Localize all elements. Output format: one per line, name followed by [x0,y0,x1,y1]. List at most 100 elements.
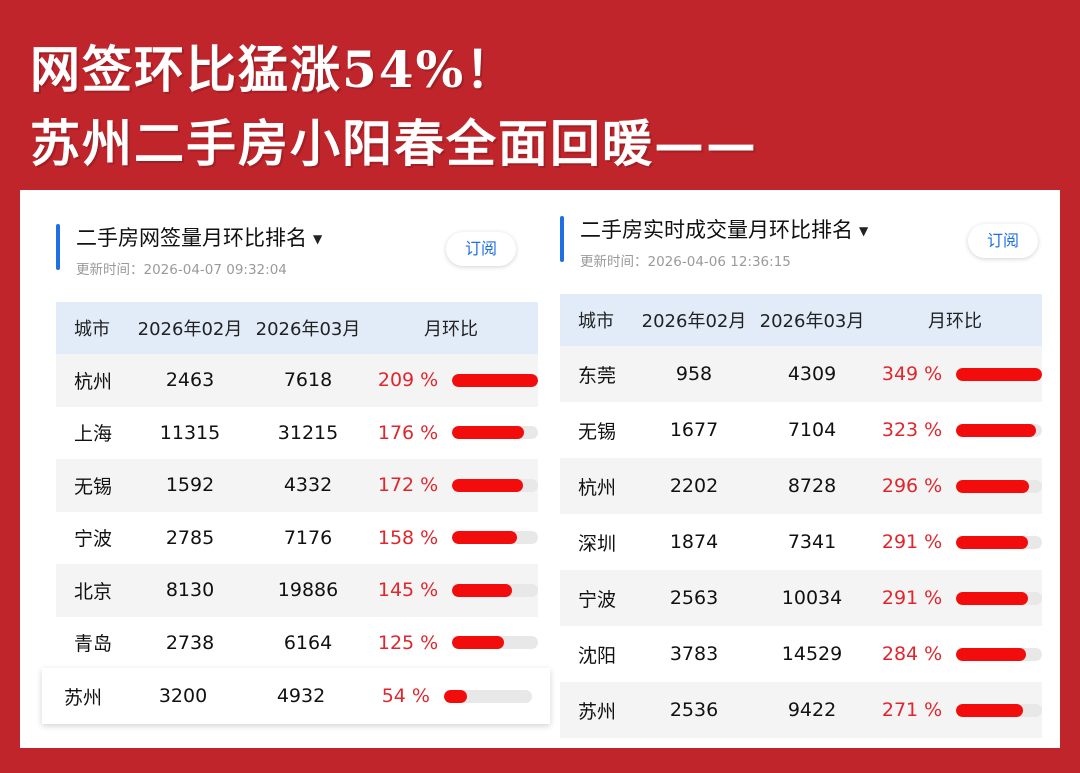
mar-cell: 7176 [283,526,333,549]
ratio-bar-fill [452,583,512,597]
ratio-cell: 158 % [370,527,538,549]
panel-title-dropdown[interactable]: 二手房网签量月环比排名 ▼ [76,222,322,252]
ratio-cell: 349 % [874,363,1042,385]
ratio-bar-track [452,373,538,387]
feb-cell: 2738 [165,631,215,654]
ratio-cell: 296 % [874,475,1042,497]
ratio-bar-track [956,423,1042,437]
city-cell: 宁波 [578,588,617,611]
table-row[interactable]: 无锡 1592 4332 172 % [56,459,538,512]
ratio-cell: 172 % [370,474,538,496]
mar-cell: 7618 [283,369,333,392]
col-feb: 2026年02月 [641,311,747,332]
table-row[interactable]: 杭州 2202 8728 296 % [560,458,1042,514]
ratio-bar-track [956,591,1042,605]
city-cell: 宁波 [74,528,113,551]
table-row[interactable]: 宁波 2563 10034 291 % [560,570,1042,626]
ratio-bar-track [956,647,1042,661]
ratio-percent: 271 % [881,699,943,721]
ratio-cell: 209 % [370,369,538,391]
ratio-percent: 209 % [377,369,439,392]
highlighted-row-suzhou[interactable]: 苏州 3200 4932 54 % [42,668,550,724]
mar-cell: 10034 [781,587,843,609]
ratio-percent: 172 % [377,474,439,497]
panel-title-dropdown[interactable]: 二手房实时成交量月环比排名 ▼ [580,214,868,244]
table-row[interactable]: 深圳 1874 7341 291 % [560,514,1042,570]
caret-down-icon: ▼ [313,232,323,246]
mar-cell: 4309 [787,363,837,385]
col-feb: 2026年02月 [137,319,243,340]
ratio-bar-track [956,703,1042,717]
mar-cell: 6164 [283,631,333,654]
ratio-bar-fill [956,423,1036,437]
city-cell: 沈阳 [578,644,617,667]
table-row[interactable]: 苏州 2536 9422 271 % [560,682,1042,738]
headline-line-1: 网签环比猛涨54%！ [30,40,518,99]
update-time: 更新时间：2026-04-07 09:32:04 [76,262,287,278]
table-row[interactable]: 北京 8130 19886 145 % [56,564,538,617]
feb-cell: 3200 [158,685,208,707]
update-time: 更新时间：2026-04-06 12:36:15 [580,254,791,270]
panel-title: 二手房网签量月环比排名 [76,226,307,250]
feb-cell: 958 [675,363,713,385]
netsign-ranking-panel: 二手房网签量月环比排名 ▼ 更新时间：2026-04-07 09:32:04 订阅… [40,190,560,724]
mar-cell: 31215 [277,421,339,444]
table-row[interactable]: 杭州 2463 7618 209 % [56,354,538,407]
city-cell: 杭州 [74,370,113,393]
caret-down-icon: ▼ [859,224,869,238]
subscribe-button[interactable]: 订阅 [968,224,1038,258]
ratio-percent: 291 % [881,587,943,609]
ratio-cell: 176 % [370,422,538,444]
subscribe-button[interactable]: 订阅 [446,232,516,266]
col-city: 城市 [74,319,110,340]
ratio-bar-fill [956,647,1027,661]
col-mar: 2026年03月 [759,311,865,332]
ratio-bar-fill [956,591,1028,605]
ratio-bar-fill [452,426,525,440]
table-row[interactable]: 无锡 1677 7104 323 % [560,402,1042,458]
feb-cell: 8130 [165,579,215,602]
ratio-bar-track [956,479,1042,493]
ratio-bar-fill [956,479,1029,493]
city-cell: 杭州 [578,476,617,499]
mar-cell: 4332 [283,474,333,497]
mar-cell: 8728 [787,475,837,497]
ratio-bar-fill [452,478,523,492]
ratio-cell: 284 % [874,643,1042,665]
city-cell: 青岛 [74,633,113,656]
feb-cell: 2563 [669,587,719,609]
transaction-ranking-panel: 二手房实时成交量月环比排名 ▼ 更新时间：2026-04-06 12:36:15 … [558,186,1058,738]
ratio-cell: 291 % [874,531,1042,553]
panel-title: 二手房实时成交量月环比排名 [580,218,853,242]
city-cell: 苏州 [578,700,617,723]
ranking-table: 城市 2026年02月 2026年03月 月环比 东莞 958 4309 349 % 无… [560,294,1042,738]
table-row[interactable]: 宁波 2785 7176 158 % [56,512,538,565]
city-cell: 深圳 [578,532,617,555]
col-city: 城市 [578,311,614,332]
table-body: 东莞 958 4309 349 % 无锡 1677 7104 323 % 杭州 2202 8728 2… [560,346,1042,738]
ratio-cell: 271 % [874,699,1042,721]
feb-cell: 2463 [165,369,215,392]
mar-cell: 4932 [276,685,326,707]
ratio-percent: 349 % [881,363,943,385]
feb-cell: 1677 [669,419,719,441]
table-row[interactable]: 上海 11315 31215 176 % [56,407,538,460]
ratio-percent: 54 % [381,685,430,707]
feb-cell: 3783 [669,643,719,665]
mar-cell: 7104 [787,419,837,441]
mar-cell: 7341 [787,531,837,553]
feb-cell: 11315 [159,421,221,444]
table-body: 杭州 2463 7618 209 % 上海 11315 31215 176 % 无锡 1592 43… [56,354,538,669]
ratio-percent: 145 % [377,579,439,602]
ratio-cell: 145 % [370,579,538,601]
ratio-cell: 291 % [874,587,1042,609]
col-ratio: 月环比 [424,319,478,340]
col-mar: 2026年03月 [255,319,361,340]
table-row[interactable]: 东莞 958 4309 349 % [560,346,1042,402]
ratio-bar-track [444,689,532,703]
mar-cell: 14529 [781,643,843,665]
table-row[interactable]: 青岛 2738 6164 125 % [56,617,538,670]
city-cell: 苏州 [64,686,103,709]
panel-header: 二手房网签量月环比排名 ▼ 更新时间：2026-04-07 09:32:04 订阅 [40,190,560,300]
table-row[interactable]: 沈阳 3783 14529 284 % [560,626,1042,682]
